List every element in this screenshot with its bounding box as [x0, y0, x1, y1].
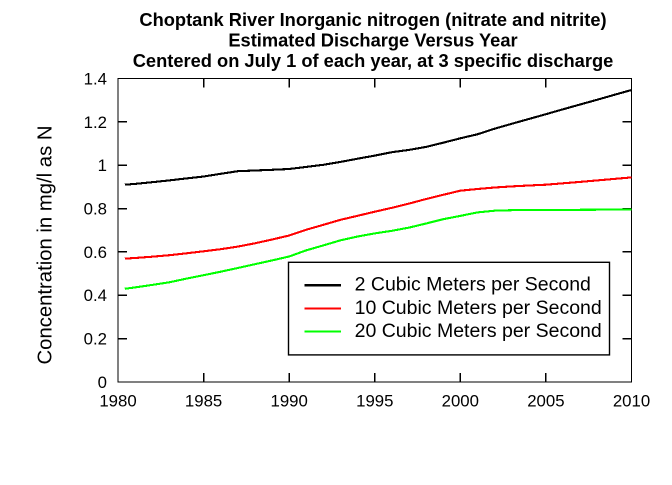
- svg-text:2 Cubic Meters per Second: 2 Cubic Meters per Second: [355, 274, 591, 296]
- svg-text:0.6: 0.6: [84, 243, 107, 262]
- svg-text:Concentration in mg/l as N: Concentration in mg/l as N: [35, 126, 57, 365]
- svg-text:1.2: 1.2: [84, 113, 107, 132]
- svg-text:1990: 1990: [271, 392, 308, 411]
- svg-text:2005: 2005: [527, 392, 564, 411]
- svg-text:0.2: 0.2: [84, 330, 107, 349]
- svg-text:0.4: 0.4: [84, 286, 107, 305]
- svg-text:2010: 2010: [613, 392, 650, 411]
- svg-text:1: 1: [98, 156, 107, 175]
- svg-text:20 Cubic Meters per Second: 20 Cubic Meters per Second: [355, 320, 602, 342]
- svg-text:2000: 2000: [442, 392, 479, 411]
- svg-text:1.4: 1.4: [84, 69, 107, 88]
- svg-text:Centered on July 1 of each yea: Centered on July 1 of each year, at 3 sp…: [133, 50, 614, 71]
- svg-text:Estimated Discharge Versus Yea: Estimated Discharge Versus Year: [228, 29, 517, 50]
- svg-text:0: 0: [98, 373, 107, 392]
- svg-text:10 Cubic Meters per Second: 10 Cubic Meters per Second: [355, 297, 602, 319]
- svg-text:Choptank River Inorganic nitro: Choptank River Inorganic nitrogen (nitra…: [139, 9, 606, 30]
- svg-text:1980: 1980: [99, 392, 136, 411]
- svg-text:0.8: 0.8: [84, 200, 107, 219]
- svg-text:1985: 1985: [185, 392, 222, 411]
- svg-text:1995: 1995: [356, 392, 393, 411]
